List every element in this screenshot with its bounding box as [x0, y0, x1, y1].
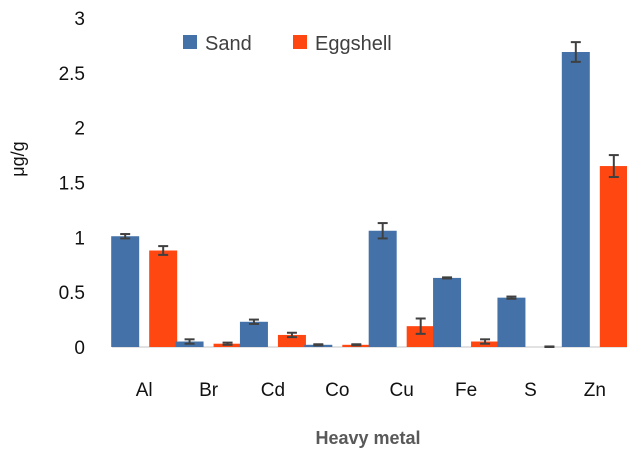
y-tick-label: 1: [74, 228, 85, 249]
error-bar-eggshell-co: [351, 343, 362, 347]
x-tick-label-zn: Zn: [584, 380, 606, 401]
error-bar-eggshell-al: [158, 245, 169, 256]
y-tick-label: 1.5: [59, 174, 85, 195]
bar-sand-fe: [433, 277, 462, 347]
bar-eggshell-cu: [406, 326, 435, 347]
y-tick-label: 2.5: [59, 64, 85, 85]
x-tick-label-cu: Cu: [390, 380, 414, 401]
error-bar-eggshell-cd: [286, 331, 297, 339]
error-bar-sand-s: [506, 295, 517, 300]
y-tick-label: 3: [74, 9, 85, 30]
bar-sand-al: [111, 236, 140, 347]
bar-sand-zn: [561, 51, 590, 347]
y-tick-label: 2: [74, 119, 85, 140]
y-axis-title: μg/g: [8, 141, 28, 176]
bar-eggshell-zn: [599, 166, 627, 347]
x-axis-ticks: Al Br Cd Co Cu Fe S Zn: [136, 380, 606, 401]
bar-eggshell-al: [149, 250, 178, 347]
error-bar-eggshell-s: [544, 345, 555, 348]
error-bar-eggshell-fe: [480, 338, 491, 345]
x-tick-label-cd: Cd: [261, 380, 285, 401]
legend-swatch-sand: [183, 35, 197, 49]
error-bar-sand-zn: [570, 41, 581, 63]
legend-label-sand: Sand: [205, 33, 252, 55]
x-tick-label-fe: Fe: [455, 380, 477, 401]
x-tick-label-br: Br: [199, 380, 219, 401]
bar-eggshell-cd: [277, 334, 306, 347]
y-tick-label: 0.5: [59, 283, 85, 304]
x-tick-label-co: Co: [325, 380, 349, 401]
error-bar-sand-cu: [377, 222, 388, 240]
x-tick-label-s: S: [524, 380, 537, 401]
error-bar-eggshell-cu: [415, 317, 426, 335]
x-tick-label-al: Al: [136, 380, 153, 401]
bar-sand-cd: [239, 321, 268, 347]
legend-swatch-eggshell: [293, 35, 307, 49]
error-bar-sand-cd: [248, 318, 259, 325]
bar-sand-cu: [368, 230, 397, 347]
legend: Sand Eggshell: [183, 33, 392, 55]
legend-label-eggshell: Eggshell: [315, 33, 392, 55]
x-axis-title: Heavy metal: [315, 428, 420, 448]
bars-group: [111, 51, 627, 347]
error-bar-sand-co: [313, 343, 324, 347]
bar-sand-s: [497, 297, 526, 347]
error-bar-sand-br: [184, 338, 195, 345]
y-tick-label: 0: [74, 338, 85, 359]
error-bar-eggshell-br: [222, 341, 233, 346]
y-axis-ticks: 0 0.5 1 1.5 2 2.5 3: [59, 9, 85, 359]
error-bar-eggshell-zn: [608, 154, 619, 179]
error-bar-sand-fe: [442, 276, 453, 280]
error-bars-group: [120, 41, 619, 348]
error-bar-sand-al: [120, 233, 131, 240]
